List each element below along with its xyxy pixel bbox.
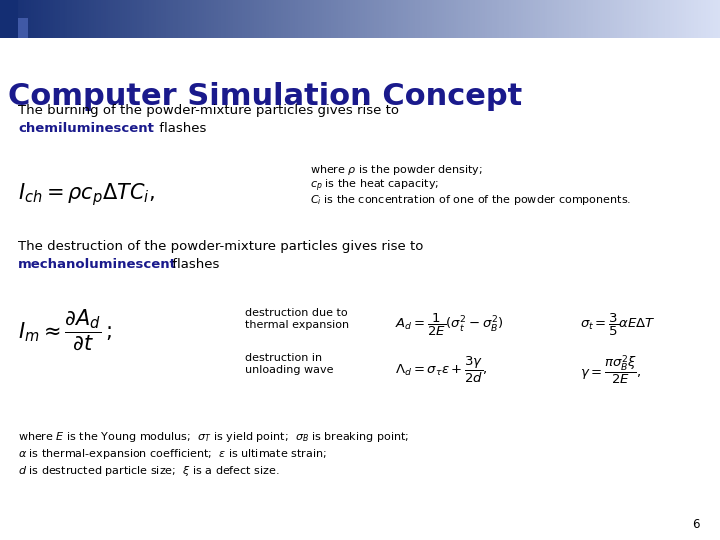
Bar <box>18 18 28 38</box>
Text: $\alpha$ is thermal-expansion coefficient;  $\varepsilon$ is ultimate strain;: $\alpha$ is thermal-expansion coefficien… <box>18 447 327 461</box>
Text: $\sigma_t = \dfrac{3}{5}\alpha E \Delta T$: $\sigma_t = \dfrac{3}{5}\alpha E \Delta … <box>580 312 656 338</box>
Text: 6: 6 <box>693 518 700 531</box>
Text: where $E$ is the Young modulus;  $\sigma_T$ is yield point;  $\sigma_B$ is break: where $E$ is the Young modulus; $\sigma_… <box>18 430 409 444</box>
Text: $c_p$ is the heat capacity;: $c_p$ is the heat capacity; <box>310 178 439 194</box>
Text: Computer Simulation Concept: Computer Simulation Concept <box>8 82 522 111</box>
Text: flashes: flashes <box>168 258 220 271</box>
Text: $I_m \approx \dfrac{\partial A_d}{\partial t}\,;$: $I_m \approx \dfrac{\partial A_d}{\parti… <box>18 308 112 352</box>
Text: mechanoluminescent: mechanoluminescent <box>18 258 177 271</box>
Text: chemiluminescent: chemiluminescent <box>18 122 154 135</box>
Text: $C_i$ is the concentration of one of the powder components.: $C_i$ is the concentration of one of the… <box>310 193 631 207</box>
Text: $d$ is destructed particle size;  $\xi$ is a defect size.: $d$ is destructed particle size; $\xi$ i… <box>18 464 279 478</box>
Text: $\gamma = \dfrac{\pi \sigma_B^2 \xi}{2E},$: $\gamma = \dfrac{\pi \sigma_B^2 \xi}{2E}… <box>580 353 642 387</box>
Text: The destruction of the powder-mixture particles gives rise to: The destruction of the powder-mixture pa… <box>18 240 423 253</box>
Bar <box>0 0 18 38</box>
Text: flashes: flashes <box>155 122 207 135</box>
Text: where $\rho$ is the powder density;: where $\rho$ is the powder density; <box>310 163 483 177</box>
Text: destruction in
unloading wave: destruction in unloading wave <box>245 353 333 375</box>
Text: $\Lambda_d = \sigma_\tau \varepsilon + \dfrac{3\gamma}{2d},$: $\Lambda_d = \sigma_\tau \varepsilon + \… <box>395 355 488 385</box>
Text: $A_d = \dfrac{1}{2E}(\sigma_t^2 - \sigma_B^2)$: $A_d = \dfrac{1}{2E}(\sigma_t^2 - \sigma… <box>395 312 503 338</box>
Text: $I_{ch} = \rho c_p \Delta T C_i,$: $I_{ch} = \rho c_p \Delta T C_i,$ <box>18 181 156 208</box>
Text: The burning of the powder-mixture particles gives rise to: The burning of the powder-mixture partic… <box>18 104 399 117</box>
Text: destruction due to
thermal expansion: destruction due to thermal expansion <box>245 308 349 329</box>
